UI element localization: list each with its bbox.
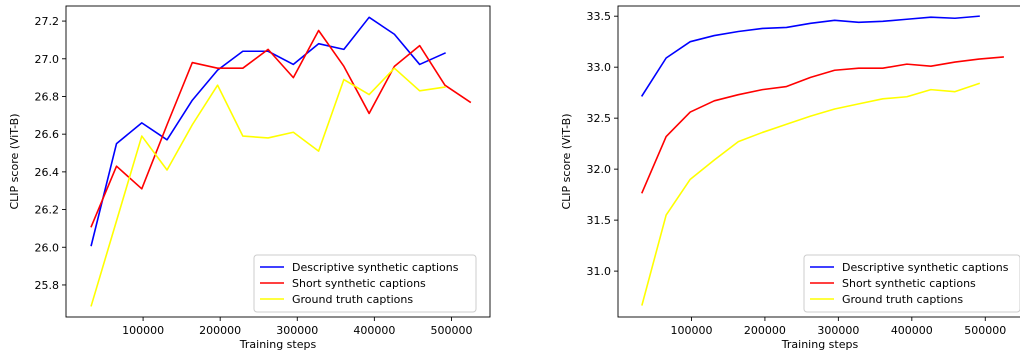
- x-tick-label: 100000: [122, 324, 164, 337]
- legend-label: Ground truth captions: [842, 293, 963, 306]
- y-tick-label: 27.0: [35, 53, 60, 66]
- y-tick-label: 26.6: [35, 128, 60, 141]
- y-tick-label: 31.5: [587, 214, 612, 227]
- x-tick-label: 300000: [276, 324, 318, 337]
- y-tick-label: 25.8: [35, 279, 60, 292]
- x-axis-label: Training steps: [781, 338, 859, 351]
- series-line: [640, 15, 980, 97]
- chart-1: 100000 200000 300000 400000 500000 25.8 26.0 26…: [8, 5, 491, 351]
- x-tick-label: 100000: [670, 324, 712, 337]
- series-line: [90, 67, 446, 307]
- legend-label: Short synthetic captions: [292, 277, 426, 290]
- y-axis-label: CLIP score (ViT-B): [8, 114, 21, 210]
- y-tick-label: 26.0: [35, 241, 60, 254]
- legend-label: Descriptive synthetic captions: [842, 261, 1009, 274]
- legend-label: Descriptive synthetic captions: [292, 261, 459, 274]
- y-tick-label: 33.5: [587, 10, 612, 23]
- y-tick-label: 26.2: [35, 204, 60, 217]
- y-axis-label: CLIP score (ViT-B): [560, 114, 573, 210]
- y-tick-label: 27.2: [35, 15, 60, 28]
- y-tick-label: 33.0: [587, 61, 612, 74]
- x-tick-label: 500000: [430, 324, 472, 337]
- plot-frame: [65, 5, 491, 318]
- x-tick-label: 200000: [744, 324, 786, 337]
- y-tick-label: 32.0: [587, 163, 612, 176]
- plot-frame: [617, 5, 1020, 318]
- legend: Descriptive synthetic captions Short synt…: [803, 254, 1020, 313]
- x-tick-label: 300000: [817, 324, 859, 337]
- x-axis-label: Training steps: [239, 338, 317, 351]
- legend-label: Ground truth captions: [292, 293, 413, 306]
- x-tick-label: 400000: [891, 324, 933, 337]
- y-tick-label: 32.5: [587, 112, 612, 125]
- y-tick-label: 26.8: [35, 90, 60, 103]
- legend-box: [803, 254, 1020, 313]
- legend: Descriptive synthetic captions Short synt…: [253, 254, 477, 313]
- legend-label: Short synthetic captions: [842, 277, 976, 290]
- y-tick-label: 26.4: [35, 166, 60, 179]
- series-line: [90, 16, 446, 247]
- y-tick-label: 31.0: [587, 265, 612, 278]
- series-line: [90, 29, 472, 228]
- series-line: [641, 82, 981, 306]
- x-tick-label: 200000: [199, 324, 241, 337]
- chart-2: 100000 200000 300000 400000 500000 31.0 31.5 32…: [560, 5, 1020, 351]
- x-tick-label: 500000: [964, 324, 1006, 337]
- series-line: [641, 56, 1004, 194]
- x-tick-label: 400000: [353, 324, 395, 337]
- legend-box: [253, 254, 477, 313]
